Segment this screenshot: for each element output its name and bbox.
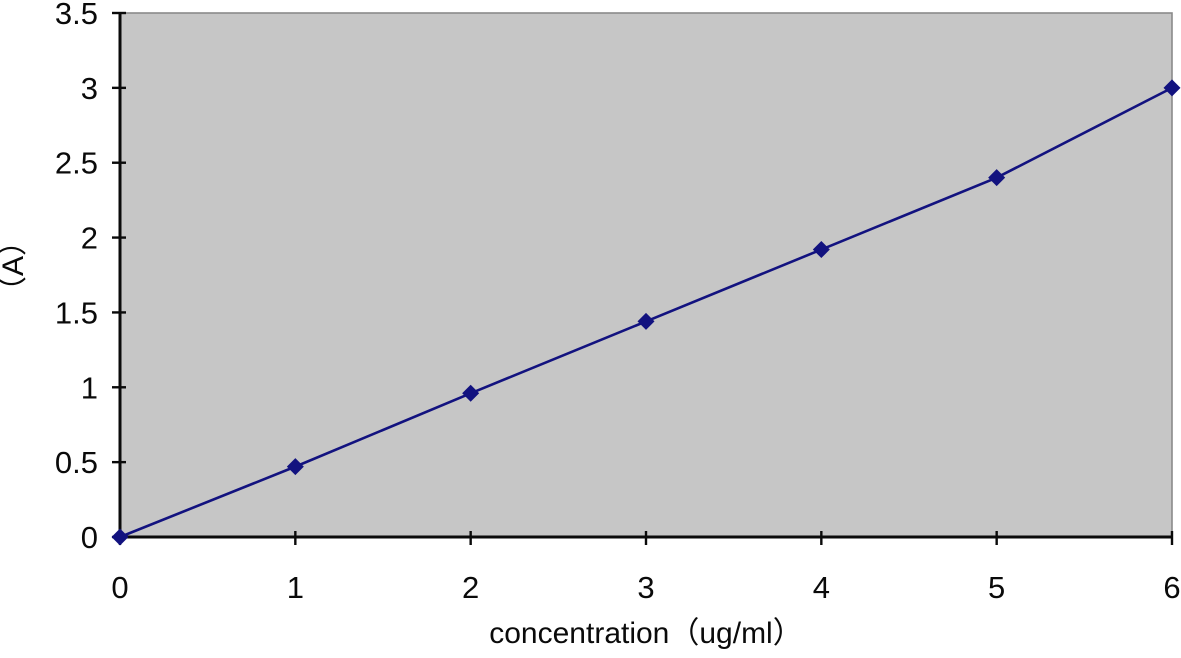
y-tick-label: 3.5 bbox=[55, 0, 98, 31]
x-tick-label: 3 bbox=[637, 570, 654, 605]
data-point-marker bbox=[286, 458, 304, 476]
x-tick-label: 2 bbox=[462, 570, 479, 605]
data-point-marker bbox=[1163, 79, 1181, 97]
y-tick-label: 0 bbox=[81, 520, 98, 555]
y-tick-label: 3 bbox=[81, 71, 98, 106]
plot-area bbox=[119, 12, 1173, 538]
data-point-marker bbox=[462, 384, 480, 402]
y-tick-label: 2.5 bbox=[55, 146, 98, 181]
x-tick-label: 1 bbox=[287, 570, 304, 605]
x-axis-title: concentration（ug/ml） bbox=[489, 617, 803, 650]
y-axis-title: （A） bbox=[0, 226, 30, 307]
y-tick-label: 1.5 bbox=[55, 295, 98, 330]
x-tick-label: 0 bbox=[111, 570, 128, 605]
data-point-marker bbox=[111, 528, 129, 546]
x-tick-label: 6 bbox=[1163, 570, 1180, 605]
data-point-marker bbox=[637, 312, 655, 330]
data-point-marker bbox=[988, 169, 1006, 187]
y-tick-label: 0.5 bbox=[55, 445, 98, 480]
x-tick-label: 4 bbox=[813, 570, 830, 605]
x-tick-label: 5 bbox=[988, 570, 1005, 605]
data-point-marker bbox=[812, 241, 830, 259]
y-tick-label: 2 bbox=[81, 221, 98, 256]
y-tick-label: 1 bbox=[81, 370, 98, 405]
